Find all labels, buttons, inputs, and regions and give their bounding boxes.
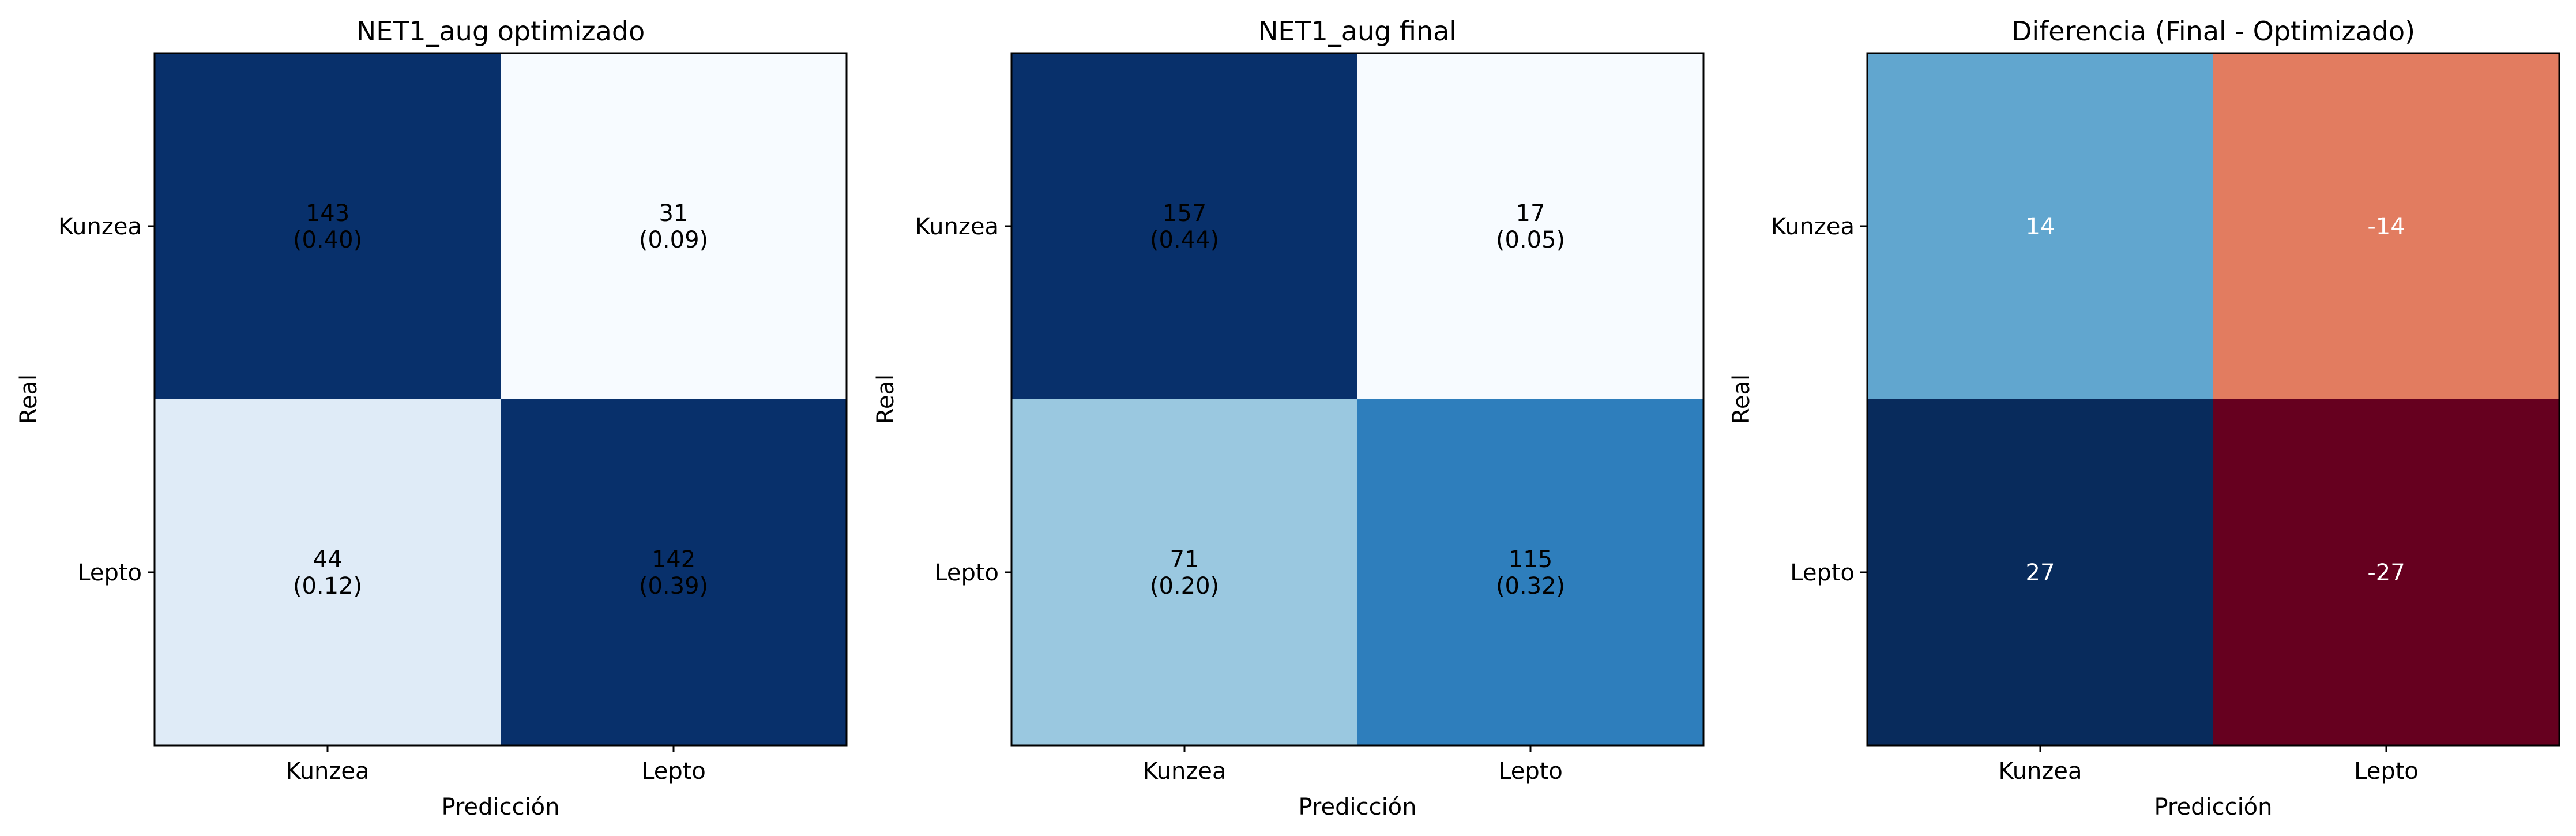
cell-value-label: 44 (0.12) xyxy=(293,546,362,599)
x-tick-label: Lepto xyxy=(641,758,706,785)
chart-title: NET1_aug final xyxy=(1258,16,1457,47)
heatmap-cell xyxy=(2213,53,2560,400)
heatmap-panel-2: 157 (0.44) 17 (0.05) 71 (0.20) 115 (0.32) NET1_a… xyxy=(873,16,1705,820)
heatmap-cell xyxy=(501,399,847,746)
heatmap-cell xyxy=(155,399,501,746)
heatmap-cell xyxy=(501,53,847,400)
x-tick-label: Kunzea xyxy=(1142,758,1226,785)
heatmap-panel-1: 143 (0.40) 31 (0.09) 44 (0.12) 142 (0.39) NET1_a… xyxy=(16,16,848,820)
heatmap-cell xyxy=(1867,399,2214,746)
x-axis-label: Predicción xyxy=(1298,794,1416,820)
cell-value-label: 31 (0.09) xyxy=(639,200,708,253)
y-axis-label: Real xyxy=(873,374,899,424)
cell-value-label: 115 (0.32) xyxy=(1496,546,1565,599)
heatmap-cell xyxy=(155,53,501,400)
x-tick-label: Lepto xyxy=(1498,758,1563,785)
x-tick-label: Kunzea xyxy=(1998,758,2082,785)
y-tick-label: Kunzea xyxy=(1771,213,1855,240)
axes-frame xyxy=(1010,52,1705,747)
axes-frame xyxy=(1866,52,2560,747)
axes-frame xyxy=(153,52,848,747)
x-tick-label: Kunzea xyxy=(285,758,369,785)
x-axis-label: Predicción xyxy=(2154,794,2272,820)
x-tick-label: Lepto xyxy=(2354,758,2419,785)
heatmap-cell xyxy=(1867,53,2214,400)
y-tick-label: Kunzea xyxy=(915,213,999,240)
y-axis-label: Real xyxy=(16,374,42,424)
y-tick-label: Kunzea xyxy=(58,213,142,240)
y-tick-label: Lepto xyxy=(1790,560,1855,586)
chart-title: Diferencia (Final - Optimizado) xyxy=(2011,16,2415,47)
cell-value-label: -14 xyxy=(2367,213,2405,240)
x-axis-label: Predicción xyxy=(441,794,559,820)
chart-title: NET1_aug optimizado xyxy=(356,16,645,47)
heatmap-cell xyxy=(2213,399,2560,746)
y-tick-label: Lepto xyxy=(934,560,999,586)
heatmap-cell xyxy=(1357,53,1704,400)
heatmap-cell xyxy=(1011,53,1358,400)
cell-value-label: 27 xyxy=(2026,560,2055,586)
y-axis-label: Real xyxy=(1728,374,1755,424)
cell-value-label: 14 xyxy=(2026,213,2055,240)
cell-value-label: 157 (0.44) xyxy=(1150,200,1219,253)
cell-value-label: -27 xyxy=(2367,560,2405,586)
cell-value-label: 17 (0.05) xyxy=(1496,200,1565,253)
heatmap-panel-3: 14 -14 27 -27 Diferencia (Final - Optimizado… xyxy=(1728,16,2560,820)
cell-value-label: 143 (0.40) xyxy=(293,200,362,253)
heatmap-cell xyxy=(1357,399,1704,746)
cell-value-label: 142 (0.39) xyxy=(639,546,708,599)
cell-value-label: 71 (0.20) xyxy=(1150,546,1219,599)
heatmap-cell xyxy=(1011,399,1358,746)
y-tick-label: Lepto xyxy=(77,560,142,586)
